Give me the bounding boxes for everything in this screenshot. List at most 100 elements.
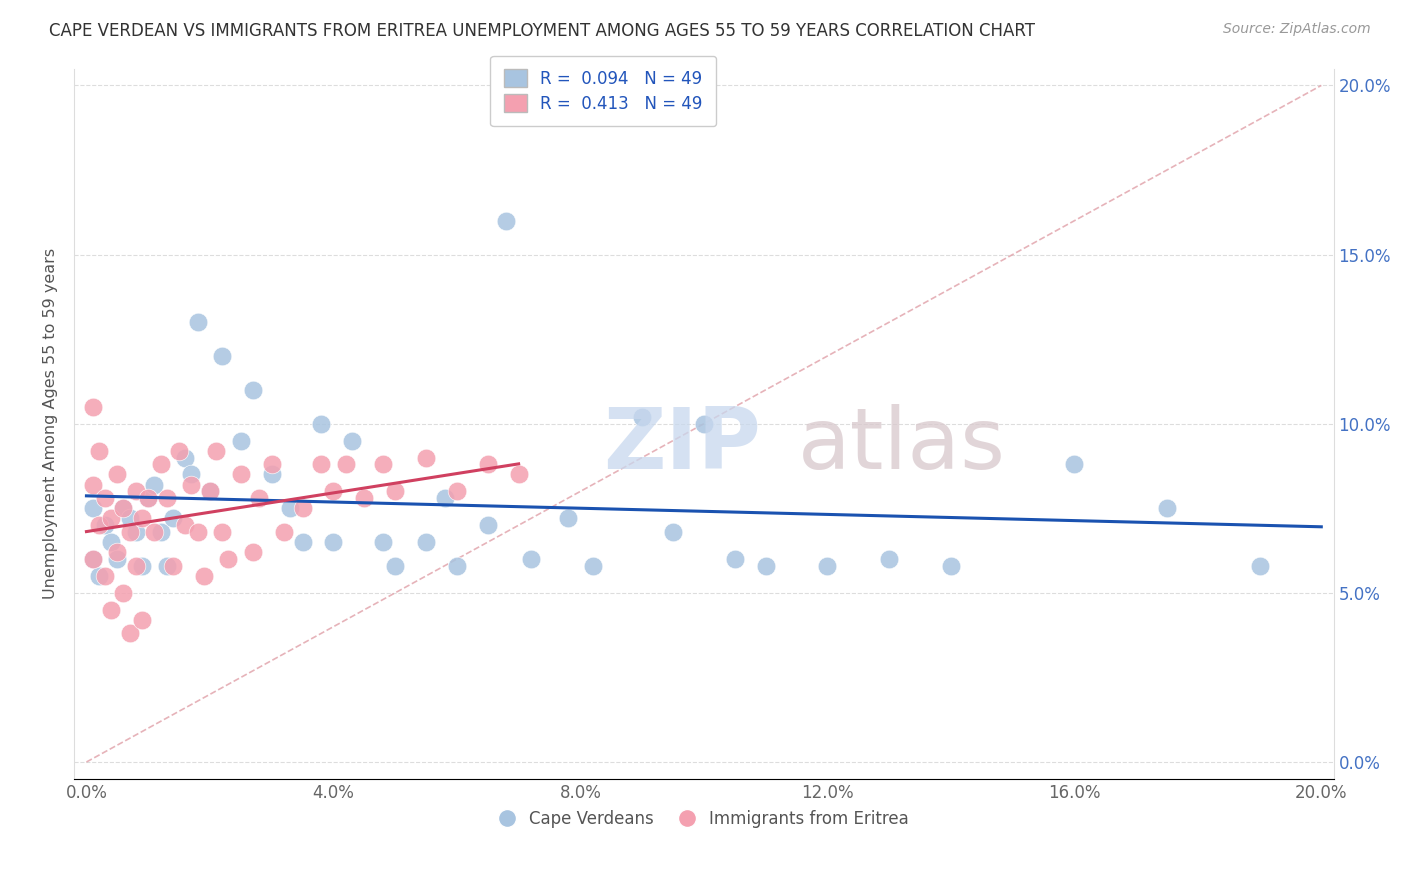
Point: [105, 545, 128, 559]
Legend: Cape Verdeans, Immigrants from Eritrea: Cape Verdeans, Immigrants from Eritrea: [492, 803, 915, 835]
Point: [557, 511, 579, 525]
Point: [495, 213, 517, 227]
Point: [446, 484, 468, 499]
Point: [247, 491, 270, 505]
Point: [125, 558, 148, 573]
Point: [143, 477, 166, 491]
Point: [87, 569, 110, 583]
Point: [82, 501, 104, 516]
Point: [242, 383, 264, 397]
Point: [755, 558, 778, 573]
Point: [211, 349, 233, 363]
Point: [174, 518, 197, 533]
Point: [217, 552, 239, 566]
Point: [87, 443, 110, 458]
Point: [112, 501, 135, 516]
Text: ZIP: ZIP: [603, 403, 761, 486]
Point: [273, 524, 295, 539]
Point: [162, 511, 184, 525]
Point: [82, 552, 104, 566]
Point: [162, 558, 184, 573]
Point: [174, 450, 197, 465]
Point: [1156, 501, 1178, 516]
Point: [278, 501, 301, 516]
Point: [105, 467, 128, 482]
Point: [322, 535, 344, 549]
Point: [477, 458, 499, 472]
Point: [131, 511, 153, 525]
Point: [94, 518, 117, 533]
Point: [193, 569, 215, 583]
Point: [693, 417, 716, 431]
Point: [229, 434, 252, 448]
Point: [520, 552, 543, 566]
Point: [131, 613, 153, 627]
Point: [309, 458, 332, 472]
Point: [242, 545, 264, 559]
Point: [180, 477, 202, 491]
Point: [291, 501, 314, 516]
Point: [205, 443, 228, 458]
Point: [415, 535, 437, 549]
Point: [143, 524, 166, 539]
Point: [82, 552, 104, 566]
Point: [384, 484, 406, 499]
Text: CAPE VERDEAN VS IMMIGRANTS FROM ERITREA UNEMPLOYMENT AMONG AGES 55 TO 59 YEARS C: CAPE VERDEAN VS IMMIGRANTS FROM ERITREA …: [49, 22, 1035, 40]
Point: [131, 558, 153, 573]
Point: [939, 558, 962, 573]
Point: [180, 467, 202, 482]
Point: [371, 458, 394, 472]
Point: [100, 535, 122, 549]
Point: [149, 458, 172, 472]
Point: [82, 477, 104, 491]
Text: atlas: atlas: [799, 403, 1007, 486]
Point: [229, 467, 252, 482]
Point: [477, 518, 499, 533]
Point: [156, 491, 179, 505]
Point: [371, 535, 394, 549]
Point: [322, 484, 344, 499]
Point: [877, 552, 900, 566]
Point: [582, 558, 605, 573]
Point: [136, 491, 159, 505]
Point: [291, 535, 314, 549]
Point: [105, 552, 128, 566]
Point: [198, 484, 221, 499]
Point: [100, 603, 122, 617]
Point: [211, 524, 233, 539]
Point: [156, 558, 179, 573]
Point: [198, 484, 221, 499]
Point: [335, 458, 357, 472]
Point: [309, 417, 332, 431]
Point: [433, 491, 456, 505]
Point: [384, 558, 406, 573]
Point: [136, 491, 159, 505]
Point: [94, 569, 117, 583]
Point: [1249, 558, 1271, 573]
Point: [94, 491, 117, 505]
Point: [167, 443, 190, 458]
Point: [353, 491, 375, 505]
Text: Source: ZipAtlas.com: Source: ZipAtlas.com: [1223, 22, 1371, 37]
Point: [118, 511, 141, 525]
Point: [187, 524, 209, 539]
Point: [87, 518, 110, 533]
Point: [82, 400, 104, 414]
Point: [112, 501, 135, 516]
Point: [100, 511, 122, 525]
Point: [125, 524, 148, 539]
Point: [149, 524, 172, 539]
Point: [187, 315, 209, 329]
Point: [815, 558, 838, 573]
Point: [112, 586, 135, 600]
Point: [724, 552, 747, 566]
Point: [415, 450, 437, 465]
Point: [260, 467, 283, 482]
Point: [260, 458, 283, 472]
Point: [118, 524, 141, 539]
Point: [1063, 458, 1085, 472]
Y-axis label: Unemployment Among Ages 55 to 59 years: Unemployment Among Ages 55 to 59 years: [44, 248, 58, 599]
Point: [662, 524, 685, 539]
Point: [631, 409, 654, 424]
Point: [340, 434, 363, 448]
